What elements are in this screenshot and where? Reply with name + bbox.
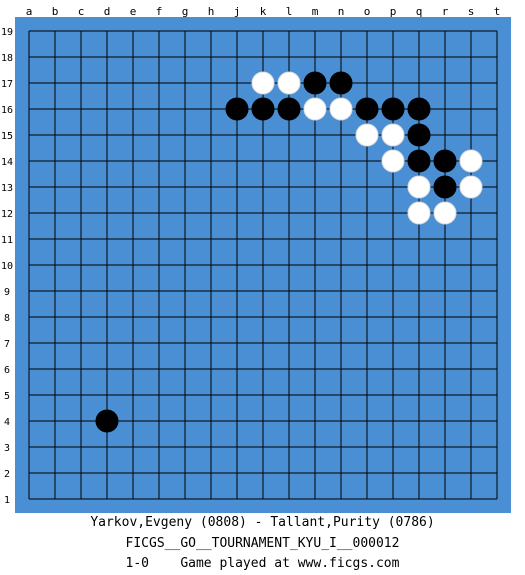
row-label: 2 bbox=[4, 469, 10, 480]
column-label: r bbox=[442, 5, 449, 18]
black-stone bbox=[407, 97, 431, 121]
column-label: e bbox=[130, 5, 137, 18]
white-stone bbox=[459, 175, 483, 199]
row-label: 14 bbox=[1, 157, 13, 168]
black-stone bbox=[303, 71, 327, 95]
column-label: f bbox=[156, 5, 163, 18]
row-label: 6 bbox=[4, 365, 10, 376]
black-stone bbox=[355, 97, 379, 121]
white-stone bbox=[277, 71, 301, 95]
white-stone bbox=[251, 71, 275, 95]
column-label: g bbox=[182, 5, 189, 18]
row-label: 5 bbox=[4, 391, 10, 402]
row-label: 18 bbox=[1, 53, 13, 64]
black-stone bbox=[225, 97, 249, 121]
row-label: 1 bbox=[4, 495, 10, 506]
white-stone bbox=[381, 123, 405, 147]
row-label: 12 bbox=[1, 209, 13, 220]
row-label: 13 bbox=[1, 183, 13, 194]
white-stone bbox=[381, 149, 405, 173]
white-stone bbox=[433, 201, 457, 225]
column-label: j bbox=[234, 5, 241, 18]
row-label: 15 bbox=[1, 131, 13, 142]
go-board: a b c d e f g h j k l m n o p q r s t191817161514131211109… bbox=[1, 5, 511, 513]
column-label: d bbox=[104, 5, 111, 18]
stones bbox=[95, 71, 483, 433]
column-label: m bbox=[312, 5, 319, 18]
column-label: t bbox=[494, 5, 501, 18]
white-stone bbox=[303, 97, 327, 121]
row-label: 17 bbox=[1, 79, 13, 90]
row-label: 8 bbox=[4, 313, 10, 324]
row-label: 3 bbox=[4, 443, 10, 454]
white-stone bbox=[355, 123, 379, 147]
black-stone bbox=[329, 71, 353, 95]
white-stone bbox=[407, 175, 431, 199]
black-stone bbox=[381, 97, 405, 121]
black-stone bbox=[407, 149, 431, 173]
black-stone bbox=[407, 123, 431, 147]
event-name: FICGS__GO__TOURNAMENT_KYU_I__000012 bbox=[125, 536, 400, 551]
row-label: 9 bbox=[4, 287, 10, 298]
row-label: 11 bbox=[1, 235, 13, 246]
column-label: a bbox=[26, 5, 33, 18]
column-label: p bbox=[390, 5, 397, 18]
row-label: 16 bbox=[1, 105, 13, 116]
column-label: o bbox=[364, 5, 371, 18]
row-label: 4 bbox=[4, 417, 10, 428]
go-board-area: a b c d e f g h j k l m n o p q r s t 19 18 17 16 15 14 13 12 11 10 9… bbox=[1, 5, 511, 513]
column-label: b bbox=[52, 5, 59, 18]
column-label: h bbox=[208, 5, 215, 18]
players-line: Yarkov,Evgeny (0808) - Tallant,Purity (0… bbox=[90, 515, 435, 530]
column-label: c bbox=[78, 5, 85, 18]
column-label: s bbox=[468, 5, 475, 18]
black-stone bbox=[251, 97, 275, 121]
black-stone bbox=[277, 97, 301, 121]
column-label: l bbox=[286, 5, 293, 18]
column-label: q bbox=[416, 5, 423, 18]
white-stone bbox=[459, 149, 483, 173]
white-stone bbox=[407, 201, 431, 225]
black-stone bbox=[433, 175, 457, 199]
row-label: 10 bbox=[1, 261, 13, 272]
white-stone bbox=[329, 97, 353, 121]
column-label: n bbox=[338, 5, 345, 18]
row-label: 7 bbox=[4, 339, 10, 350]
black-stone bbox=[433, 149, 457, 173]
black-stone bbox=[95, 409, 119, 433]
result-line: 1-0 Game played at www.ficgs.com bbox=[125, 556, 400, 571]
row-label: 19 bbox=[1, 27, 13, 38]
column-label: k bbox=[260, 5, 267, 18]
